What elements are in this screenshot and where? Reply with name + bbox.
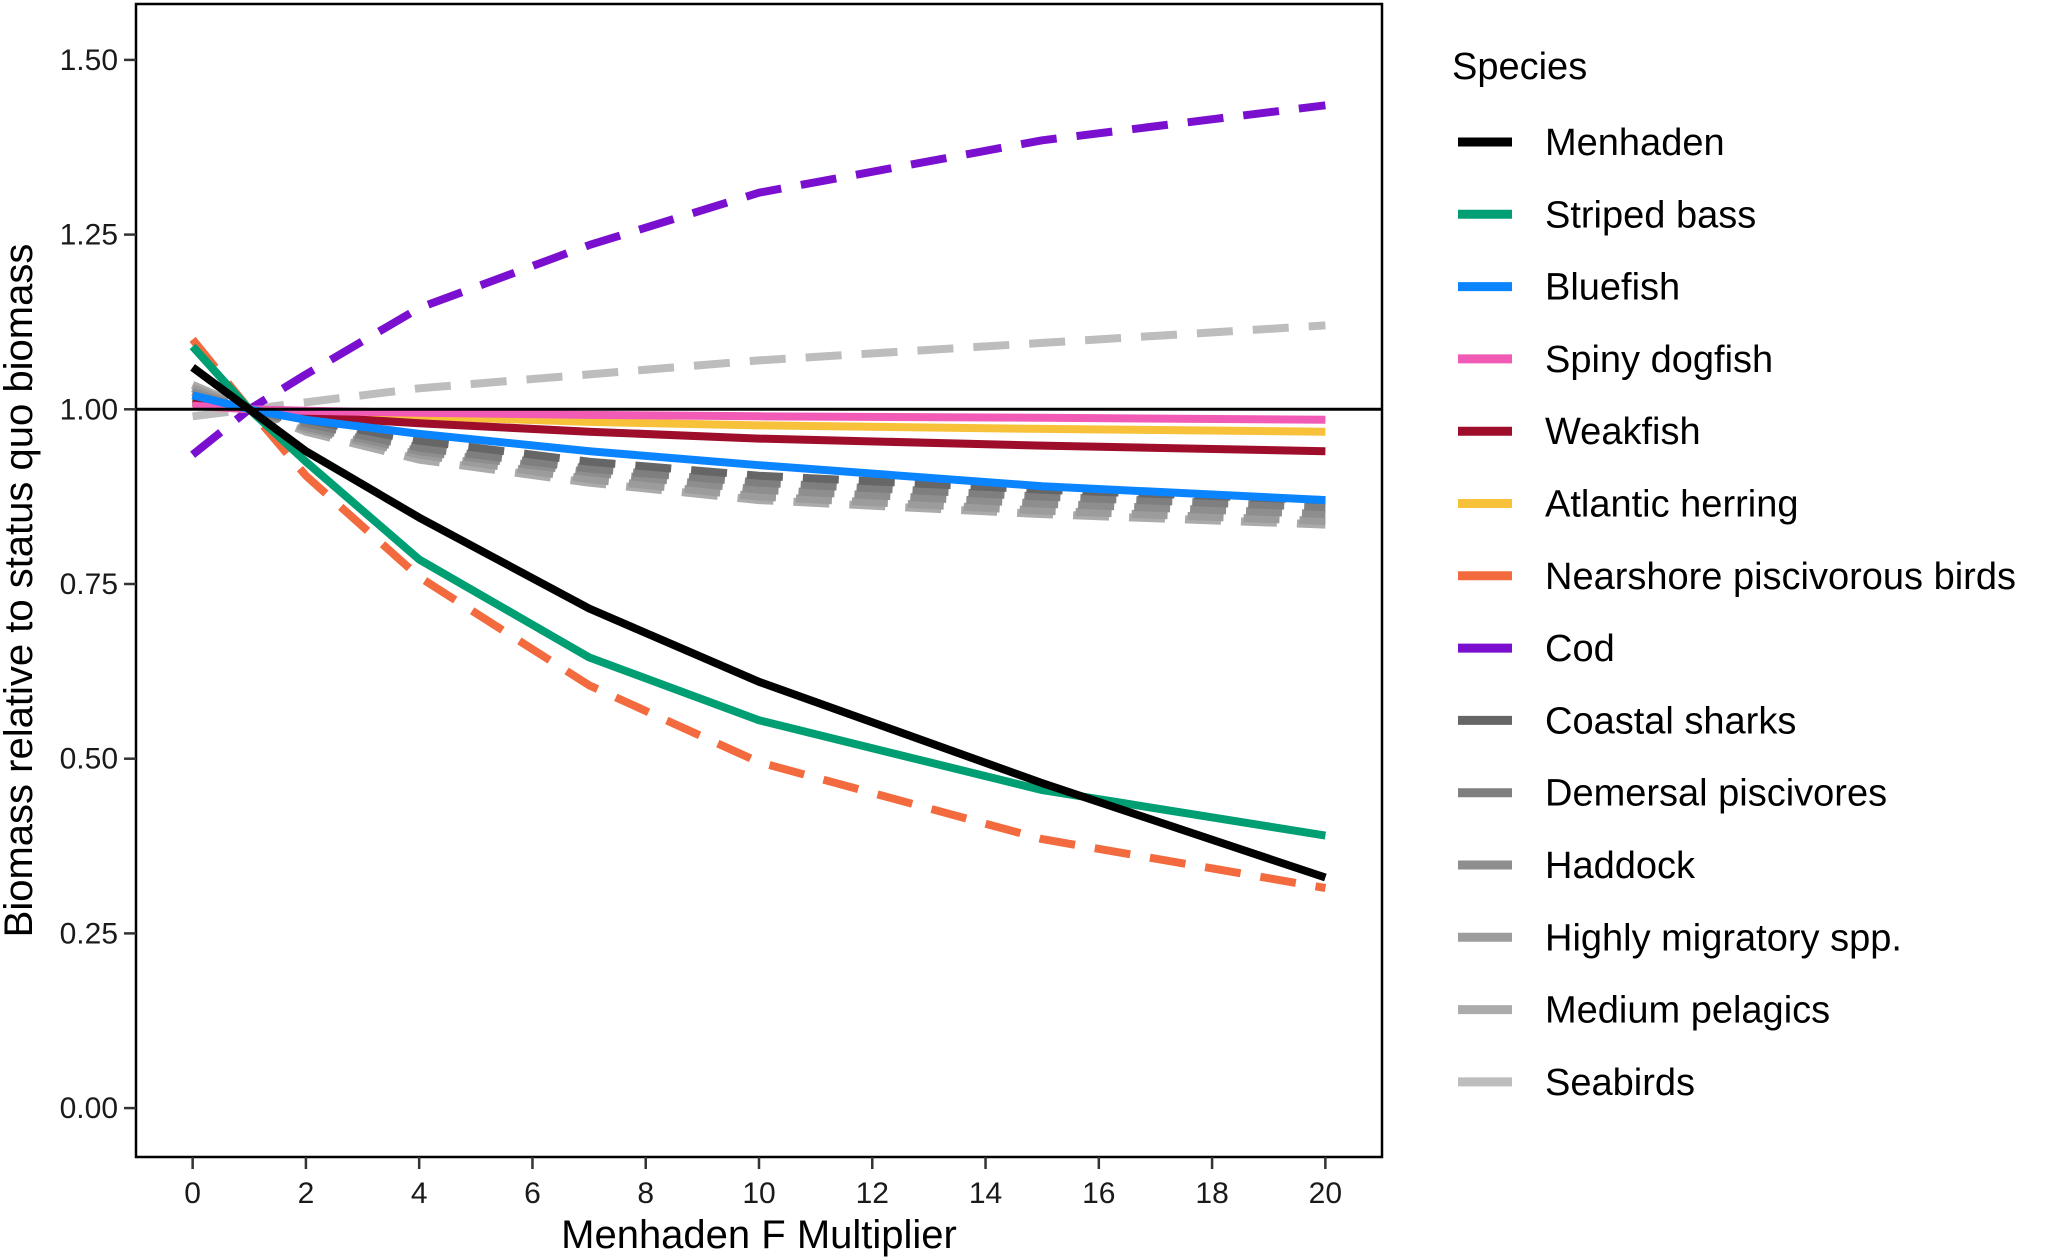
y-tick-label: 1.50 bbox=[60, 44, 118, 77]
y-tick-label: 1.00 bbox=[60, 393, 118, 426]
x-axis-title: Menhaden F Multiplier bbox=[561, 1213, 957, 1257]
x-tick-label: 16 bbox=[1082, 1177, 1115, 1210]
x-tick-label: 12 bbox=[856, 1177, 889, 1210]
y-tick-label: 0.50 bbox=[60, 743, 118, 776]
legend-label: Weakfish bbox=[1545, 411, 1701, 453]
x-tick-label: 14 bbox=[969, 1177, 1002, 1210]
legend-label: Haddock bbox=[1545, 845, 1696, 887]
x-tick-label: 2 bbox=[298, 1177, 315, 1210]
legend-label: Highly migratory spp. bbox=[1545, 917, 1902, 959]
legend-label: Coastal sharks bbox=[1545, 700, 1796, 742]
legend-label: Spiny dogfish bbox=[1545, 339, 1773, 381]
plot-border bbox=[134, 2, 1384, 1159]
series-line-bluefish bbox=[191, 391, 1326, 505]
series-layer bbox=[189, 101, 1327, 892]
legend: Species Menhaden Striped bass Bluefish Spin… bbox=[1452, 46, 2016, 1104]
legend-label: Atlantic herring bbox=[1545, 484, 1798, 526]
legend-label: Striped bass bbox=[1545, 194, 1756, 236]
x-tick-label: 18 bbox=[1195, 1177, 1228, 1210]
legend-label: Cod bbox=[1545, 628, 1615, 670]
x-tick-label: 8 bbox=[637, 1177, 654, 1210]
y-axis: 0.00 0.25 0.50 0.75 1.00 1.25 1.50 bbox=[60, 44, 136, 1125]
legend-title: Species bbox=[1452, 46, 1587, 88]
legend-label: Medium pelagics bbox=[1545, 990, 1830, 1032]
series-line-nearshore-piscivorous-birds bbox=[189, 336, 1327, 892]
legend-label: Nearshore piscivorous birds bbox=[1545, 556, 2016, 598]
x-tick-label: 20 bbox=[1309, 1177, 1342, 1210]
x-axis: 0 2 4 6 8 10 12 14 16 18 20 bbox=[184, 1157, 1342, 1210]
x-tick-label: 10 bbox=[742, 1177, 775, 1210]
x-tick-label: 4 bbox=[411, 1177, 428, 1210]
legend-label: Menhaden bbox=[1545, 122, 1725, 164]
legend-label: Bluefish bbox=[1545, 267, 1680, 309]
series-line-cod bbox=[190, 101, 1326, 458]
legend-label: Demersal piscivores bbox=[1545, 773, 1887, 815]
x-tick-label: 0 bbox=[184, 1177, 201, 1210]
y-tick-label: 0.75 bbox=[60, 568, 118, 601]
y-tick-label: 0.00 bbox=[60, 1092, 118, 1125]
y-axis-title: Biomass relative to status quo biomass bbox=[0, 244, 41, 938]
series-line-seabirds bbox=[192, 321, 1326, 421]
legend-label: Seabirds bbox=[1545, 1062, 1695, 1104]
y-tick-label: 1.25 bbox=[60, 219, 118, 252]
y-tick-label: 0.25 bbox=[60, 917, 118, 950]
series-line-menhaden bbox=[190, 364, 1327, 882]
x-tick-label: 6 bbox=[524, 1177, 541, 1210]
